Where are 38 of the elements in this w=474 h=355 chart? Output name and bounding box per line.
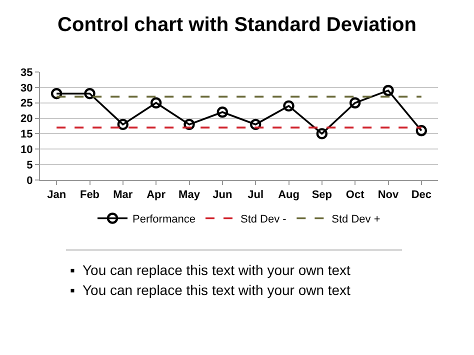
y-tick-label: 15	[20, 128, 33, 141]
y-tick-label: 35	[20, 66, 33, 79]
x-tick-label: Jan	[47, 189, 66, 202]
x-tick-label: Dec	[411, 189, 432, 202]
x-tick-label: Nov	[378, 189, 400, 202]
chart-title: Control chart with Standard Deviation	[58, 14, 416, 36]
y-tick-label: 0	[26, 174, 33, 187]
x-tick-label: Jul	[248, 189, 264, 202]
point	[349, 97, 361, 108]
legend-label: Std Dev +	[332, 214, 380, 226]
y-tick-label: 25	[20, 98, 33, 110]
legend-label: Performance	[132, 214, 196, 226]
point	[416, 125, 428, 136]
x-tick-label: Aug	[278, 189, 300, 202]
point	[382, 84, 394, 96]
legend-label: Std Dev -	[240, 214, 287, 226]
point	[184, 118, 195, 130]
y-tick-label: 20	[20, 113, 33, 126]
point	[316, 128, 328, 140]
y-tick-label: 10	[20, 144, 33, 156]
point	[283, 100, 294, 112]
x-tick-label: Sep	[312, 189, 332, 202]
x-tick-label: Mar	[113, 189, 134, 202]
point	[216, 106, 228, 118]
point	[117, 118, 129, 130]
x-tick-label: Feb	[80, 189, 100, 202]
point	[84, 88, 96, 100]
point	[50, 88, 62, 100]
text: ▪ You can replace this text with your own text	[70, 262, 350, 278]
x-tick-label: Oct	[346, 189, 365, 202]
y-tick-label: 5	[26, 159, 33, 172]
x-tick-label: Apr	[146, 189, 166, 202]
point	[150, 97, 162, 108]
x-tick-label: Jun	[212, 189, 232, 202]
text: ▪ You can replace this text with your own text	[70, 282, 350, 298]
point	[250, 118, 262, 130]
y-tick-label: 30	[20, 82, 33, 94]
x-tick-label: May	[178, 189, 201, 202]
